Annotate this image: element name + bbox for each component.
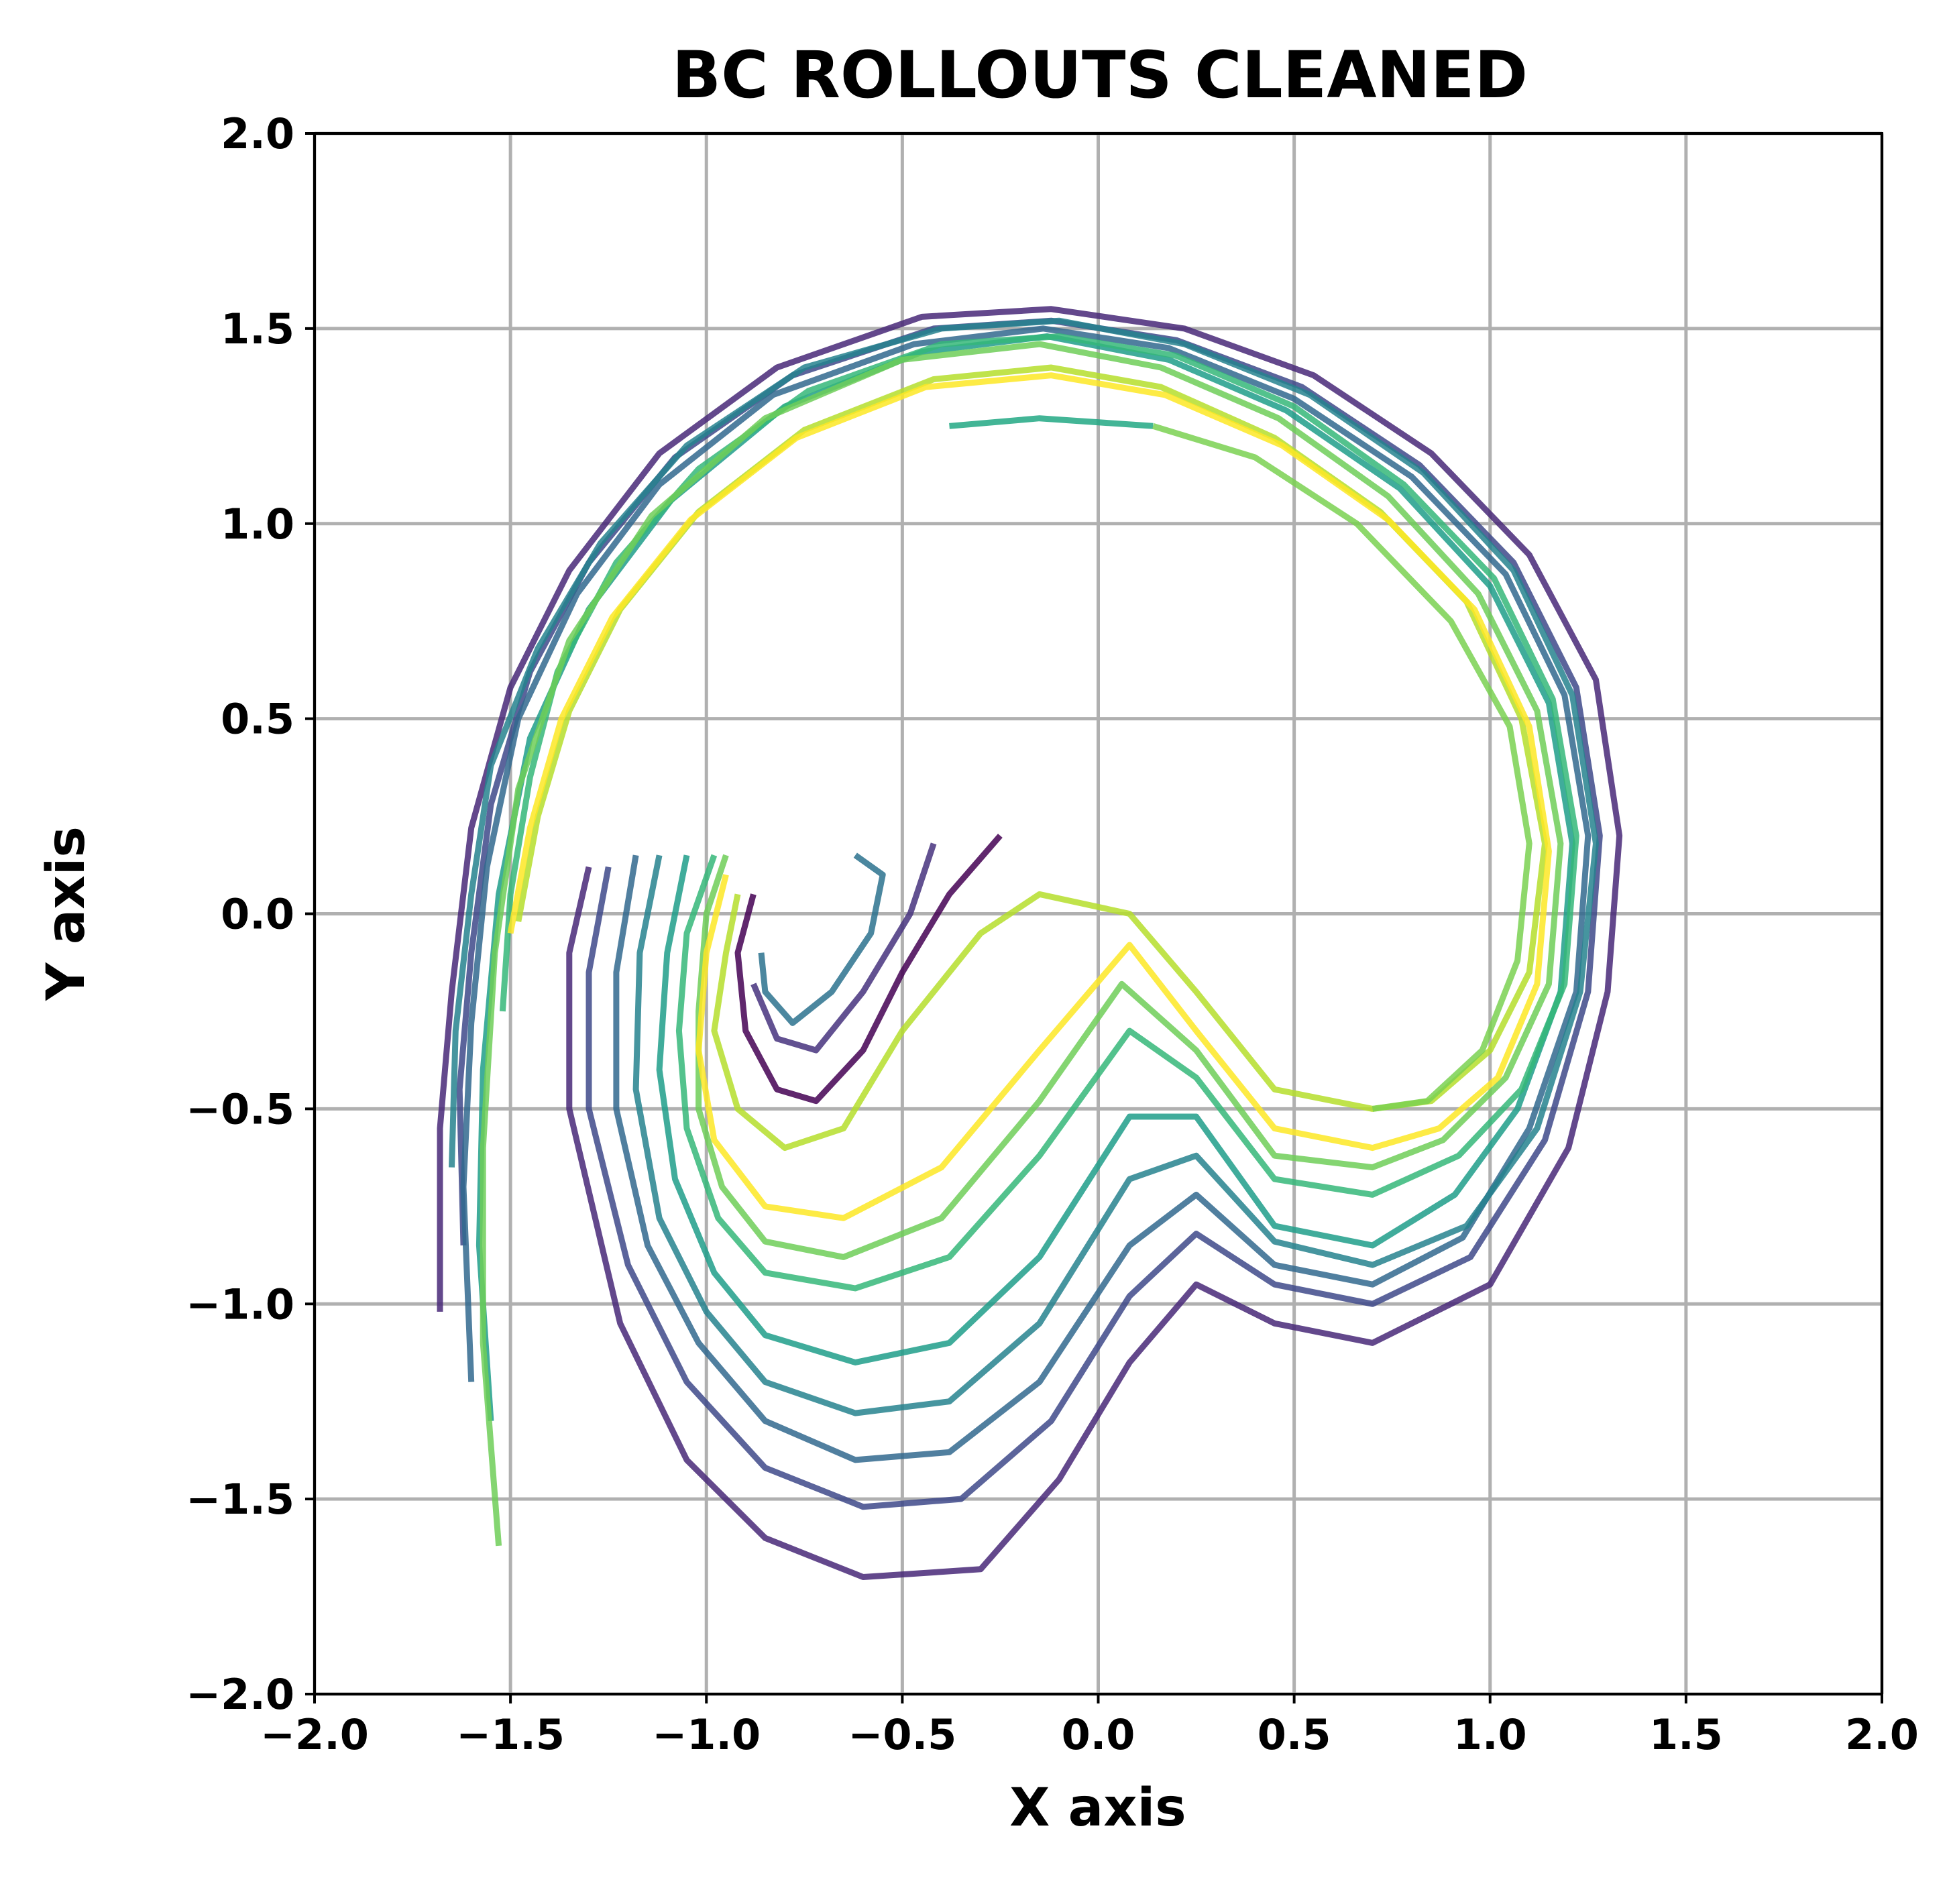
x-tick-label: 1.5: [1649, 1710, 1723, 1759]
x-axis-ticks: −2.0 −1.5 −1.0 −0.5 0.0 0.5 1.0 1.5 2.0: [260, 1694, 1919, 1759]
x-tick-label: −1.0: [652, 1710, 761, 1759]
x-tick-label: −0.5: [848, 1710, 956, 1759]
trajectory-line-7: [480, 341, 1564, 1547]
y-tick-label: −1.5: [186, 1475, 294, 1524]
y-tick-label: 1.5: [221, 304, 294, 353]
x-tick-label: 2.0: [1845, 1710, 1919, 1759]
trajectory-line-14: [1152, 423, 1532, 1112]
trajectory-line-2: [456, 317, 1603, 1510]
y-axis-ticks: −2.0 −1.5 −1.0 −0.5 0.0 0.5 1.0 1.5 2.0: [186, 109, 315, 1719]
trajectory-line-1: [437, 306, 1623, 1580]
y-tick-label: −2.0: [186, 1670, 294, 1719]
trajectory-line-9: [507, 372, 1552, 1221]
y-tick-label: −1.0: [186, 1280, 294, 1329]
x-tick-label: 0.5: [1258, 1710, 1331, 1759]
y-tick-label: 2.0: [221, 109, 294, 158]
trajectory-line-12: [750, 842, 937, 1054]
trajectory-line-4: [449, 317, 1599, 1416]
trajectory-line-11: [758, 852, 886, 1026]
x-axis-label: X axis: [1009, 1778, 1186, 1838]
y-tick-label: −0.5: [186, 1084, 294, 1133]
grid-lines: [313, 131, 1884, 1696]
x-tick-label: −1.5: [456, 1710, 565, 1759]
y-tick-label: 1.0: [221, 500, 294, 549]
trajectory-line-3: [460, 325, 1592, 1463]
y-tick-label: 0.0: [221, 890, 294, 939]
y-tick-label: 0.5: [221, 695, 294, 744]
chart-title: BC ROLLOUTS CLEANED: [672, 38, 1528, 113]
trajectory-line-13: [949, 415, 1154, 429]
x-tick-label: 1.0: [1453, 1710, 1527, 1759]
trajectory-line-10: [734, 834, 1003, 1105]
x-tick-label: 0.0: [1062, 1710, 1135, 1759]
x-tick-label: −2.0: [260, 1710, 369, 1759]
plot-area: [437, 306, 1623, 1580]
trajectory-line-6: [499, 333, 1579, 1292]
y-axis-label: Y axis: [36, 826, 97, 1001]
